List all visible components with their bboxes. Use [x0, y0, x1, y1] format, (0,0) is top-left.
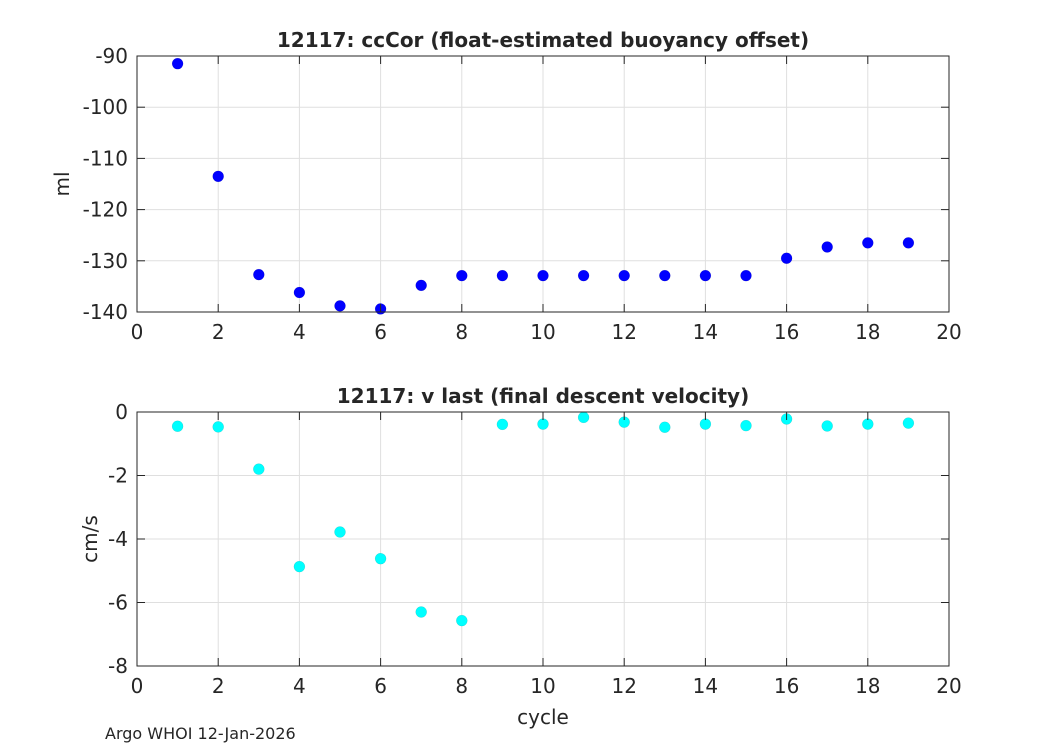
data-point: [496, 269, 509, 282]
y-ticks: 0 -2 -4 -6 -8: [108, 400, 949, 678]
x-axis-label: cycle: [517, 705, 569, 729]
y-ticks: -90 -100 -110 -120 -130 -140: [83, 44, 949, 324]
x-tick-label: 18: [855, 320, 880, 344]
x-ticks: 0 2 4 6 8 10 12 14 16 18 20: [131, 56, 962, 344]
x-tick-label: 2: [212, 320, 225, 344]
y-axis-label: ml: [50, 171, 74, 196]
data-point: [821, 420, 833, 432]
data-point: [699, 269, 712, 282]
y-tick-label: 0: [115, 400, 128, 424]
chart-title: 12117: v last (final descent velocity): [337, 384, 749, 408]
data-point: [212, 421, 224, 433]
x-tick-label: 8: [455, 320, 468, 344]
x-tick-label: 12: [611, 320, 636, 344]
x-tick-label: 12: [611, 674, 636, 698]
data-point: [659, 269, 671, 282]
y-tick-label: -140: [83, 300, 128, 324]
data-points: [171, 57, 915, 315]
y-tick-label: -2: [108, 464, 128, 488]
x-tick-label: 6: [374, 674, 387, 698]
y-tick-label: -100: [83, 95, 128, 119]
data-point: [253, 463, 265, 475]
data-point: [862, 418, 874, 430]
x-tick-label: 0: [131, 674, 144, 698]
data-point: [293, 286, 306, 299]
y-tick-label: -110: [83, 146, 128, 170]
data-point: [334, 300, 346, 312]
data-point: [618, 269, 630, 282]
data-point: [334, 526, 346, 538]
data-point: [862, 237, 874, 249]
data-point: [780, 252, 793, 264]
data-point: [456, 614, 468, 627]
data-point: [821, 241, 833, 253]
data-point: [293, 560, 306, 573]
y-tick-label: -130: [83, 249, 128, 273]
x-ticks: 0 2 4 6 8 10 12 14 16 18 20: [131, 412, 962, 698]
data-point: [577, 269, 590, 282]
x-tick-label: 18: [855, 674, 880, 698]
y-axis-label: cm/s: [78, 515, 102, 563]
axes-buoyancy-offset: 0 2 4 6 8 10 12 14 16 18 20 -90 -100 -110 -120 -130 -14…: [50, 28, 962, 344]
data-point: [740, 269, 752, 282]
data-point: [171, 420, 184, 433]
x-tick-label: 16: [774, 320, 799, 344]
data-point: [902, 417, 915, 429]
y-tick-label: -8: [108, 654, 128, 678]
data-point: [212, 170, 224, 183]
x-tick-label: 20: [936, 674, 961, 698]
data-point: [496, 418, 509, 431]
y-tick-label: -6: [108, 591, 128, 615]
y-tick-label: -120: [83, 198, 128, 222]
x-tick-label: 16: [774, 674, 799, 698]
data-point: [415, 279, 427, 292]
data-point: [699, 418, 712, 430]
y-tick-label: -90: [95, 44, 128, 68]
x-tick-label: 20: [936, 320, 961, 344]
axes-descent-velocity: 0 2 4 6 8 10 12 14 16 18 20 0 -2 -4 -6 -8 12117: v las…: [78, 384, 962, 729]
x-tick-label: 10: [530, 320, 555, 344]
x-tick-label: 8: [455, 674, 468, 698]
data-point: [659, 421, 671, 433]
data-point: [374, 552, 387, 565]
x-tick-label: 14: [693, 320, 718, 344]
x-tick-label: 0: [131, 320, 144, 344]
x-tick-label: 4: [293, 674, 306, 698]
data-point: [902, 237, 915, 249]
data-point: [537, 269, 549, 282]
data-point: [415, 606, 427, 618]
x-tick-label: 14: [693, 674, 718, 698]
chart-title: 12117: ccCor (float-estimated buoyancy o…: [277, 28, 809, 52]
data-points: [171, 411, 915, 627]
data-point: [740, 419, 752, 432]
y-tick-label: -4: [108, 527, 128, 551]
data-point: [577, 411, 590, 424]
footer-credit: Argo WHOI 12-Jan-2026: [105, 724, 296, 743]
x-tick-label: 6: [374, 320, 387, 344]
data-point: [253, 268, 265, 281]
x-tick-label: 4: [293, 320, 306, 344]
x-tick-label: 10: [530, 674, 555, 698]
x-tick-label: 2: [212, 674, 225, 698]
data-point: [537, 418, 549, 430]
data-point: [171, 57, 184, 70]
data-point: [456, 269, 468, 282]
